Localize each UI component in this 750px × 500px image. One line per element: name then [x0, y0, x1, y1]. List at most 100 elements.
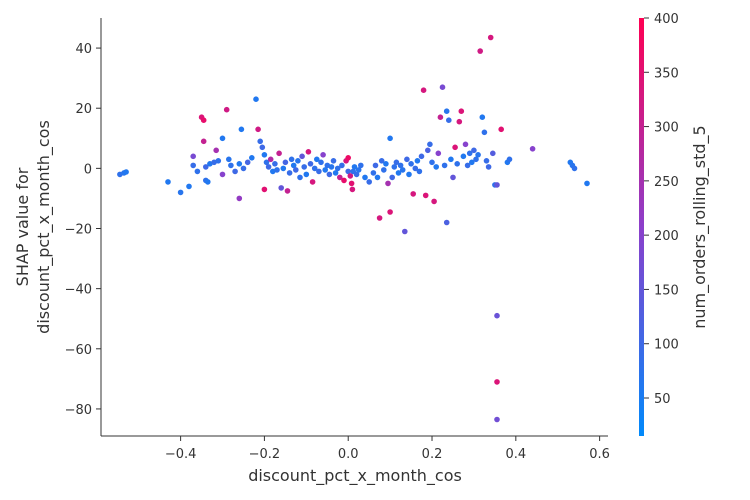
data-point: [219, 135, 226, 142]
data-point: [487, 34, 494, 41]
y-tick-label: −60: [65, 343, 92, 358]
data-point: [399, 167, 406, 173]
data-point: [349, 186, 356, 193]
data-point: [190, 153, 196, 160]
data-point: [441, 162, 448, 169]
data-point: [303, 171, 310, 178]
data-point: [383, 161, 389, 167]
data-point: [460, 153, 467, 160]
data-point: [270, 168, 276, 175]
data-point: [280, 165, 287, 172]
data-point: [123, 169, 129, 175]
data-point: [385, 180, 391, 187]
data-point: [469, 159, 475, 166]
data-point: [443, 108, 450, 114]
data-point: [228, 162, 234, 169]
data-point: [284, 188, 291, 194]
data-point: [203, 164, 209, 170]
data-point: [288, 156, 295, 163]
data-point: [328, 164, 335, 170]
data-point: [301, 164, 308, 170]
colorbar-label: num_orders_rolling_std_5: [690, 125, 710, 328]
data-point: [299, 153, 305, 160]
data-point: [448, 156, 454, 163]
data-point: [282, 159, 289, 166]
data-point: [412, 165, 419, 172]
data-point: [261, 186, 268, 193]
data-point: [190, 162, 196, 169]
y-tick-label: −40: [65, 283, 92, 298]
data-point: [290, 162, 297, 169]
data-point: [494, 379, 500, 385]
data-point: [456, 118, 463, 125]
data-point: [477, 48, 484, 54]
colorbar-tick-label: 150: [654, 283, 679, 298]
x-tick-label: −0.4: [165, 447, 197, 462]
colorbar-tick-label: 300: [654, 121, 679, 136]
data-point: [366, 179, 373, 185]
data-point: [427, 141, 433, 148]
colorbar-tick-label: 250: [654, 175, 679, 190]
data-point: [200, 138, 207, 145]
data-point: [374, 174, 381, 181]
data-point: [483, 158, 490, 164]
y-tick-label: 0: [84, 162, 92, 177]
data-point: [341, 177, 347, 184]
data-point: [376, 215, 383, 221]
y-axis-label-line-1: SHAP value for: [13, 167, 32, 286]
data-point: [406, 171, 412, 178]
data-point: [446, 117, 452, 123]
data-point: [286, 170, 293, 176]
data-point: [378, 158, 385, 164]
colorbar-tick-label: 400: [654, 12, 679, 27]
y-axis-label-line-2: discount_pct_x_month_cos: [34, 120, 54, 334]
data-point: [414, 158, 421, 164]
scatter-points: [117, 34, 590, 423]
data-point: [420, 87, 427, 93]
data-point: [389, 174, 396, 181]
data-point: [437, 114, 444, 120]
data-point: [435, 150, 442, 157]
data-point: [473, 156, 479, 163]
y-tick-label: −80: [65, 403, 92, 418]
data-point: [466, 150, 473, 157]
data-point: [261, 152, 268, 158]
data-point: [330, 158, 337, 164]
data-point: [334, 165, 341, 172]
data-point: [255, 126, 261, 133]
data-point: [322, 167, 329, 173]
data-point: [485, 164, 492, 170]
data-point: [253, 96, 259, 102]
data-point: [433, 164, 440, 170]
data-point: [494, 312, 500, 319]
data-point: [387, 135, 393, 142]
data-point: [494, 416, 500, 423]
data-point: [475, 152, 481, 158]
data-point: [314, 156, 320, 163]
colorbar-tick-label: 100: [654, 338, 679, 353]
x-axis-label: discount_pct_x_month_cos: [248, 466, 462, 486]
data-point: [311, 165, 318, 172]
data-point: [276, 150, 282, 157]
data-point: [223, 106, 230, 113]
data-point: [347, 173, 354, 179]
data-point: [351, 164, 358, 170]
y-tick-label: 20: [75, 102, 92, 117]
data-point: [506, 156, 513, 163]
data-point: [316, 168, 322, 175]
data-point: [211, 159, 217, 166]
data-point: [332, 170, 339, 176]
data-point: [205, 179, 211, 185]
data-point: [372, 162, 379, 169]
data-point: [324, 162, 331, 169]
colorbar: [639, 18, 644, 436]
data-point: [215, 158, 222, 164]
data-point: [293, 167, 299, 173]
x-tick-label: 0.6: [589, 447, 610, 462]
data-point: [370, 170, 377, 176]
data-point: [387, 209, 393, 215]
data-point: [450, 174, 456, 181]
data-point: [393, 159, 400, 166]
data-point: [272, 161, 278, 167]
